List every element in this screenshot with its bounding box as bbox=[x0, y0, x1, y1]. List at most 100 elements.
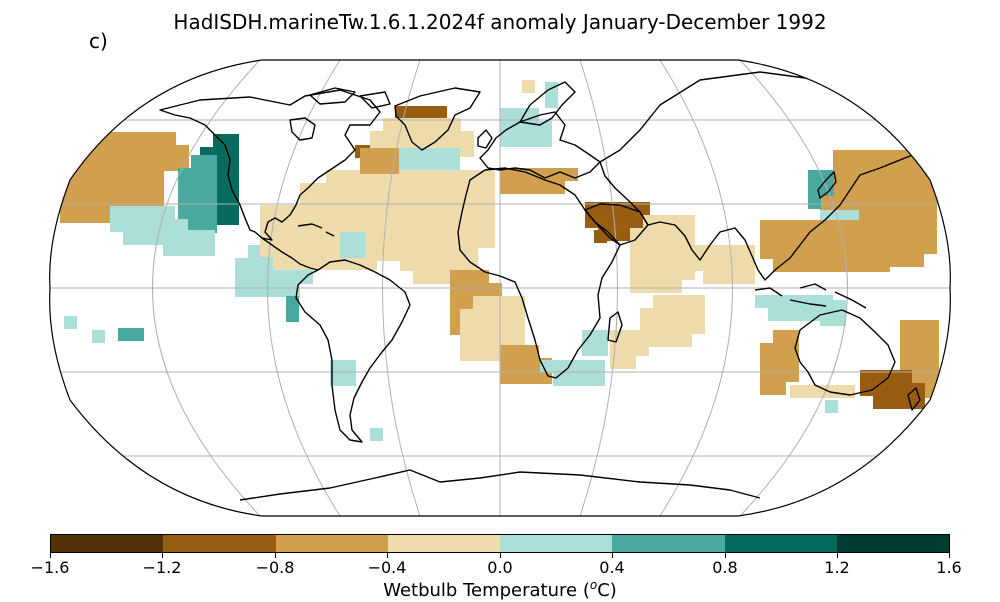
anomaly-cell bbox=[163, 243, 176, 256]
anomaly-cell bbox=[430, 209, 443, 222]
anomaly-cell bbox=[456, 170, 469, 183]
anomaly-cell bbox=[872, 202, 885, 215]
anomaly-cell bbox=[364, 205, 377, 218]
anomaly-cell bbox=[898, 241, 911, 254]
anomaly-cell bbox=[851, 220, 864, 233]
anomaly-cell bbox=[325, 244, 338, 257]
coastline-north-america bbox=[159, 89, 381, 241]
anomaly-cell bbox=[274, 284, 287, 297]
anomaly-cell bbox=[286, 231, 299, 244]
anomaly-cell bbox=[886, 383, 899, 396]
anomaly-cell bbox=[456, 183, 469, 196]
anomaly-cell bbox=[624, 215, 637, 228]
anomaly-cell bbox=[666, 334, 679, 347]
anomaly-cell bbox=[99, 184, 112, 197]
anomaly-cell bbox=[189, 243, 202, 256]
anomaly-cell bbox=[913, 372, 926, 385]
anomaly-cell bbox=[924, 189, 937, 202]
anomaly-cell bbox=[656, 267, 669, 280]
anomaly-cell bbox=[112, 171, 125, 184]
anomaly-cell bbox=[643, 280, 656, 293]
anomaly-cell bbox=[124, 132, 137, 145]
anomaly-cell bbox=[469, 222, 482, 235]
anomaly-cell bbox=[623, 356, 636, 369]
anomaly-cell bbox=[898, 228, 911, 241]
anomaly-cell bbox=[610, 356, 623, 369]
anomaly-cell bbox=[679, 308, 692, 321]
anomaly-cell bbox=[204, 194, 217, 207]
anomaly-cell bbox=[679, 295, 692, 308]
anomaly-cell bbox=[434, 106, 447, 119]
anomaly-cell bbox=[469, 196, 482, 209]
anomaly-cell bbox=[136, 232, 149, 245]
anomaly-cell bbox=[248, 258, 261, 271]
anomaly-cell bbox=[486, 296, 499, 309]
anomaly-cell bbox=[226, 186, 239, 199]
anomaly-cell bbox=[343, 360, 356, 373]
anomaly-cell bbox=[799, 246, 812, 259]
anomaly-cell bbox=[202, 230, 215, 243]
anomaly-cell bbox=[450, 283, 463, 296]
anomaly-cell bbox=[656, 280, 669, 293]
anomaly-cell bbox=[149, 206, 162, 219]
anomaly-cell bbox=[460, 348, 473, 361]
anomaly-cell bbox=[846, 150, 859, 163]
anomaly-cell bbox=[473, 309, 486, 322]
anomaly-cell bbox=[900, 333, 913, 346]
anomaly-cell bbox=[124, 158, 137, 171]
anomaly-cell bbox=[623, 330, 636, 343]
anomaly-cell bbox=[716, 245, 729, 258]
anomaly-cell bbox=[377, 205, 390, 218]
anomaly-cell bbox=[151, 171, 164, 184]
anomaly-cell bbox=[594, 230, 607, 243]
anomaly-cell bbox=[611, 228, 624, 241]
anomaly-cell bbox=[636, 330, 649, 343]
anomaly-cell bbox=[526, 134, 539, 147]
anomaly-cell bbox=[911, 189, 924, 202]
anomaly-cell bbox=[768, 295, 781, 308]
colorbar-tick bbox=[162, 553, 163, 558]
anomaly-cell bbox=[226, 173, 239, 186]
anomaly-cell bbox=[413, 245, 426, 258]
anomaly-cell bbox=[872, 150, 885, 163]
anomaly-cell bbox=[913, 320, 926, 333]
anomaly-cell bbox=[452, 258, 465, 271]
anomaly-cell bbox=[716, 271, 729, 284]
anomaly-cell bbox=[486, 322, 499, 335]
anomaly-cell bbox=[99, 210, 112, 223]
anomaly-cell bbox=[595, 343, 608, 356]
anomaly-cell bbox=[92, 330, 105, 343]
anomaly-cell bbox=[422, 131, 435, 144]
anomaly-cell bbox=[859, 163, 872, 176]
anomaly-cell bbox=[859, 150, 872, 163]
anomaly-cell bbox=[911, 202, 924, 215]
anomaly-cell bbox=[820, 210, 833, 223]
anomaly-cell bbox=[833, 150, 846, 163]
anomaly-cell bbox=[430, 170, 443, 183]
anomaly-cell bbox=[373, 161, 386, 174]
coastline-new-zealand bbox=[907, 387, 921, 411]
anomaly-cell bbox=[443, 183, 456, 196]
anomaly-cell bbox=[426, 232, 439, 245]
anomaly-cell bbox=[803, 385, 816, 398]
anomaly-cell bbox=[630, 228, 643, 241]
anomaly-cell bbox=[539, 121, 552, 134]
colorbar-tick-label: 0.4 bbox=[599, 558, 625, 577]
anomaly-cell bbox=[417, 170, 430, 183]
anomaly-cell bbox=[248, 271, 261, 284]
anomaly-cell bbox=[553, 360, 566, 373]
anomaly-cell bbox=[450, 270, 463, 283]
anomaly-cell bbox=[448, 131, 461, 144]
anomaly-cell bbox=[851, 246, 864, 259]
anomaly-cell bbox=[473, 335, 486, 348]
anomaly-cell bbox=[409, 131, 422, 144]
anomaly-cell bbox=[526, 108, 539, 121]
anomaly-cell bbox=[149, 219, 162, 232]
anomaly-cell bbox=[864, 220, 877, 233]
anomaly-cell bbox=[163, 145, 176, 158]
anomaly-cell bbox=[191, 181, 204, 194]
colorbar-tick bbox=[949, 553, 950, 558]
anomaly-cell bbox=[73, 171, 86, 184]
anomaly-cell bbox=[898, 215, 911, 228]
anomaly-cell bbox=[669, 241, 682, 254]
